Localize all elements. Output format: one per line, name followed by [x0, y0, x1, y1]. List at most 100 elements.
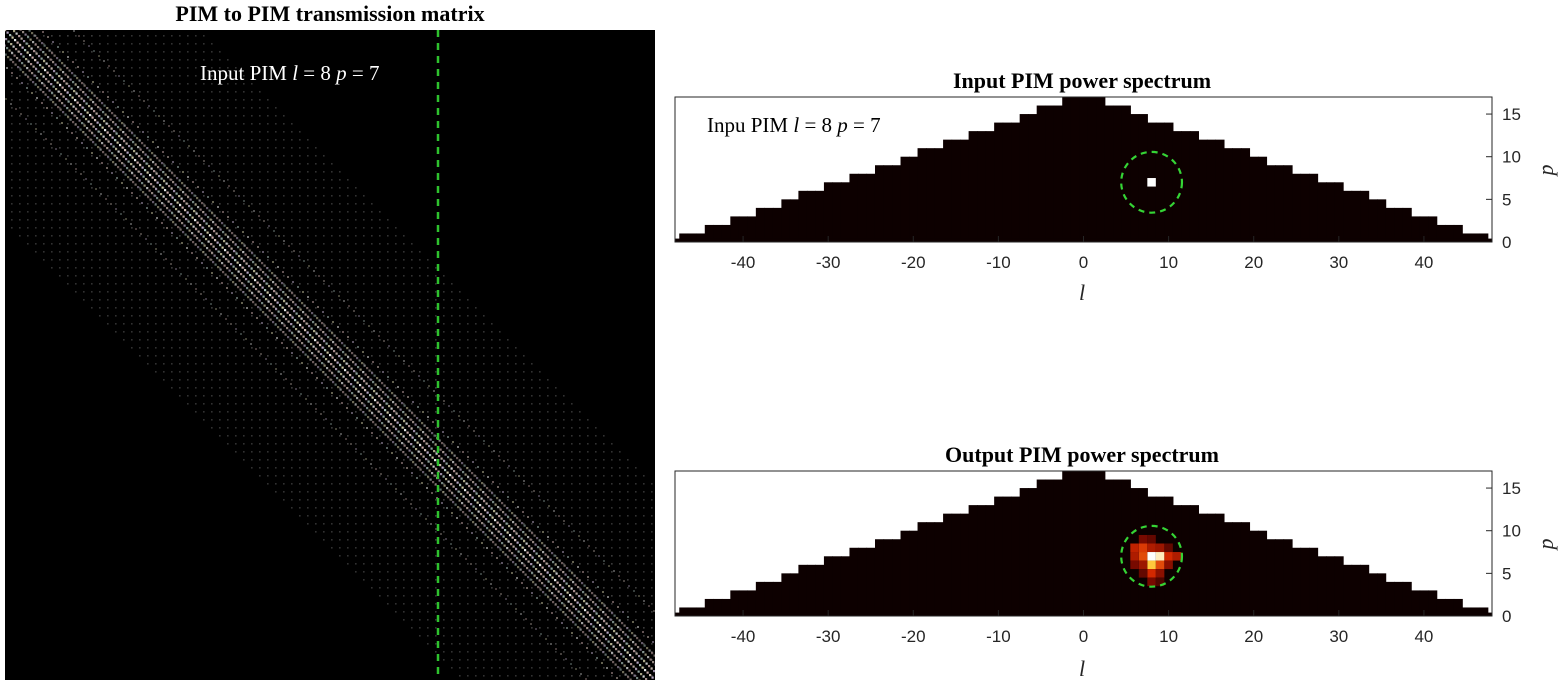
matrix-band-dot — [446, 507, 448, 509]
matrix-band-dot — [498, 455, 500, 457]
matrix-diagonal-dot — [334, 383, 337, 386]
matrix-diagonal-dot — [9, 58, 12, 61]
matrix-diagonal-dot — [86, 87, 89, 90]
matrix-diagonal-dot — [411, 452, 414, 455]
region-column — [900, 530, 910, 616]
matrix-diagonal-dot — [31, 56, 34, 59]
matrix-diagonal-dot — [467, 500, 470, 503]
matrix-diagonal-dot — [487, 536, 490, 539]
region-column — [1087, 471, 1097, 616]
region-column — [1070, 471, 1080, 616]
matrix-diagonal-dot — [203, 204, 206, 207]
matrix-diagonal-dot — [537, 546, 540, 549]
matrix-diagonal-dot — [257, 306, 260, 309]
matrix-diagonal-dot — [322, 371, 325, 374]
hot-cell — [1155, 569, 1165, 578]
matrix-diagonal-dot — [610, 627, 613, 630]
matrix-band-dot — [257, 246, 259, 248]
matrix-diagonal-dot — [482, 515, 485, 518]
matrix-diagonal-dot — [370, 403, 373, 406]
matrix-diagonal-dot — [266, 307, 269, 310]
matrix-diagonal-dot — [191, 216, 194, 219]
region-column — [1104, 479, 1114, 616]
region-column — [960, 513, 970, 616]
matrix-diagonal-dot — [119, 168, 122, 171]
matrix-band-dot — [338, 295, 340, 297]
matrix-band-dot — [135, 228, 137, 230]
matrix-diagonal-dot — [535, 552, 538, 555]
matrix-diagonal-dot — [491, 516, 494, 519]
matrix-band-dot — [472, 461, 474, 463]
matrix-diagonal-dot — [482, 491, 485, 494]
region-column — [1113, 105, 1123, 242]
matrix-diagonal-dot — [331, 356, 334, 359]
matrix-diagonal-dot — [204, 213, 207, 216]
region-column — [1087, 97, 1097, 242]
matrix-diagonal-dot — [621, 622, 624, 625]
matrix-diagonal-dot — [462, 511, 465, 514]
matrix-diagonal-dot — [613, 614, 616, 617]
matrix-band-dot — [638, 595, 640, 597]
region-column — [1011, 122, 1021, 242]
matrix-band-dot — [556, 617, 558, 619]
region-column — [968, 505, 978, 616]
matrix-diagonal-dot — [313, 314, 316, 317]
matrix-band-dot — [405, 498, 407, 500]
matrix-diagonal-dot — [310, 343, 313, 346]
matrix-diagonal-dot — [306, 347, 309, 350]
matrix-diagonal-dot — [138, 139, 141, 142]
matrix-diagonal-dot — [463, 480, 466, 483]
matrix-band-dot — [305, 398, 307, 400]
matrix-band-dot — [242, 231, 244, 233]
region-column — [1470, 607, 1480, 616]
matrix-diagonal-dot — [126, 127, 129, 130]
matrix-band-dot — [255, 348, 257, 350]
matrix-diagonal-dot — [638, 679, 641, 680]
matrix-band-dot — [563, 520, 565, 522]
region-column — [721, 224, 731, 242]
matrix-diagonal-dot — [107, 140, 110, 143]
region-column — [832, 556, 842, 616]
matrix-diagonal-dot — [411, 412, 414, 415]
matrix-diagonal-dot — [638, 639, 641, 642]
matrix-diagonal-dot — [194, 203, 197, 206]
region-column — [1045, 105, 1055, 242]
matrix-diagonal-dot — [163, 164, 166, 167]
matrix-diagonal-dot — [154, 163, 157, 166]
matrix-diagonal-dot — [82, 115, 85, 118]
matrix-diagonal-dot — [358, 359, 361, 362]
matrix-band-dot — [395, 488, 397, 490]
matrix-band-dot — [388, 345, 390, 347]
matrix-diagonal-dot — [449, 474, 452, 477]
region-column — [1062, 97, 1072, 242]
matrix-diagonal-dot — [53, 54, 56, 57]
region-column — [1402, 207, 1412, 242]
matrix-diagonal-dot — [134, 183, 137, 186]
matrix-diagonal-dot — [250, 283, 253, 286]
matrix-diagonal-dot — [149, 174, 152, 177]
matrix-band-dot — [315, 408, 317, 410]
matrix-diagonal-dot — [259, 284, 262, 287]
matrix-diagonal-dot — [220, 253, 223, 256]
matrix-diagonal-dot — [446, 471, 449, 474]
matrix-diagonal-dot — [353, 370, 356, 373]
matrix-band-dot — [426, 487, 428, 489]
matrix-diagonal-dot — [221, 222, 224, 225]
matrix-diagonal-dot — [593, 634, 596, 637]
region-column — [679, 233, 689, 242]
matrix-band-dot — [115, 208, 117, 210]
matrix-diagonal-dot — [365, 398, 368, 401]
matrix-band-dot — [382, 371, 384, 373]
matrix-diagonal-dot — [484, 493, 487, 496]
matrix-diagonal-dot — [237, 246, 240, 249]
matrix-diagonal-dot — [152, 161, 155, 164]
matrix-band-dot — [90, 183, 92, 185]
matrix-diagonal-dot — [651, 676, 654, 679]
matrix-band-dot — [117, 106, 119, 108]
matrix-diagonal-dot — [465, 498, 468, 501]
matrix-diagonal-dot — [457, 466, 460, 469]
matrix-diagonal-dot — [451, 476, 454, 479]
matrix-diagonal-dot — [48, 65, 51, 68]
matrix-diagonal-dot — [12, 45, 15, 48]
matrix-band-dot — [411, 472, 413, 474]
